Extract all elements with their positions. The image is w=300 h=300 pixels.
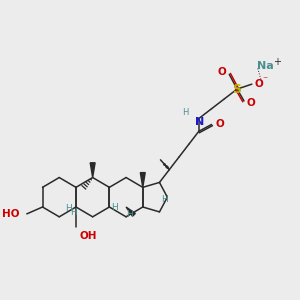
Text: O: O bbox=[255, 79, 263, 89]
Text: +: + bbox=[273, 57, 281, 67]
Text: H: H bbox=[111, 203, 118, 212]
Text: H: H bbox=[126, 210, 132, 219]
Text: OH: OH bbox=[80, 231, 98, 241]
Polygon shape bbox=[140, 172, 145, 187]
Polygon shape bbox=[90, 163, 95, 178]
Polygon shape bbox=[126, 207, 135, 216]
Text: H: H bbox=[70, 208, 77, 217]
Text: HO: HO bbox=[2, 209, 20, 219]
Text: O: O bbox=[247, 98, 256, 108]
Text: S: S bbox=[232, 82, 242, 96]
Text: O: O bbox=[218, 68, 226, 77]
Text: ⁻: ⁻ bbox=[263, 75, 268, 85]
Text: N: N bbox=[195, 116, 204, 127]
Text: H: H bbox=[65, 205, 71, 214]
Text: O: O bbox=[215, 119, 224, 130]
Text: H: H bbox=[161, 195, 168, 204]
Text: H: H bbox=[183, 108, 189, 117]
Text: Na: Na bbox=[257, 61, 274, 71]
